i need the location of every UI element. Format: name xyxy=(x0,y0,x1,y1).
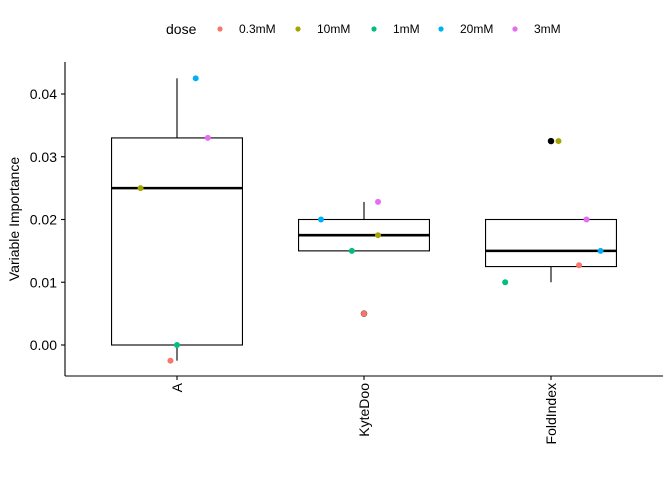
y-tick-label: 0.02 xyxy=(30,212,57,228)
box-KyteDoo xyxy=(297,201,430,317)
legend-entry: 20mM xyxy=(438,22,493,36)
legend-key-dot xyxy=(512,26,518,32)
y-ticks: 0.00 0.01 0.02 0.03 0.04 xyxy=(30,86,65,353)
box-A xyxy=(111,78,243,361)
legend-entry: 1mM xyxy=(371,22,420,36)
points xyxy=(137,75,604,364)
data-point xyxy=(167,357,174,364)
x-tick-label: FoldIndex xyxy=(543,383,559,444)
data-point xyxy=(317,216,324,223)
y-axis-title: Variable Importance xyxy=(6,157,22,281)
legend-label: 3mM xyxy=(534,22,561,36)
legend-key-dot xyxy=(371,26,377,32)
box-iqr xyxy=(484,218,617,268)
box-iqr xyxy=(111,137,243,346)
x-tick-label: A xyxy=(169,382,185,392)
data-point xyxy=(361,310,367,317)
data-point xyxy=(174,342,180,348)
legend-label: 0.3mM xyxy=(239,22,276,36)
legend-title: dose xyxy=(166,21,197,37)
outlier-point xyxy=(547,137,555,145)
data-point xyxy=(502,279,509,286)
box-FoldIndex xyxy=(484,137,617,283)
legend-entry: 3mM xyxy=(512,22,561,36)
data-point xyxy=(597,247,604,254)
data-point xyxy=(375,232,382,239)
y-tick-label: 0.03 xyxy=(30,149,57,165)
data-point xyxy=(555,138,562,145)
y-tick-label: 0.00 xyxy=(30,337,57,353)
legend-key-dot xyxy=(217,26,223,32)
data-point xyxy=(375,198,382,205)
data-point xyxy=(348,247,355,254)
boxes xyxy=(111,78,617,361)
legend: dose 0.3mM 10mM 1mM 20mM 3mM xyxy=(166,21,561,37)
y-tick-label: 0.01 xyxy=(30,274,57,290)
data-point xyxy=(583,216,590,223)
legend-entries: 0.3mM 10mM 1mM 20mM 3mM xyxy=(217,22,561,36)
data-point xyxy=(576,262,583,269)
x-ticks: A KyteDoo FoldIndex xyxy=(169,376,559,444)
legend-label: 20mM xyxy=(460,22,493,36)
legend-key-dot xyxy=(295,26,301,32)
x-tick-label: KyteDoo xyxy=(356,383,372,437)
data-point xyxy=(192,75,199,82)
data-point xyxy=(204,134,211,141)
data-point xyxy=(137,185,144,192)
legend-entry: 10mM xyxy=(295,22,350,36)
legend-label: 1mM xyxy=(393,22,420,36)
legend-label: 10mM xyxy=(317,22,350,36)
legend-key-dot xyxy=(438,26,444,32)
y-tick-label: 0.04 xyxy=(30,86,57,102)
legend-entry: 0.3mM xyxy=(217,22,276,36)
